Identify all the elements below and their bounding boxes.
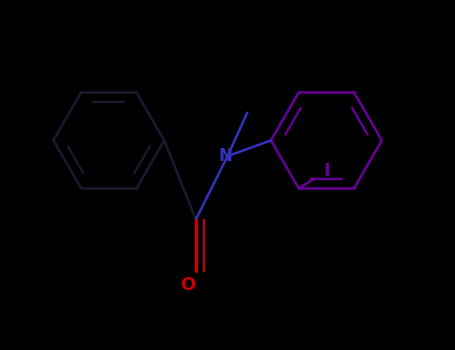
Text: O: O — [180, 276, 196, 294]
Text: I: I — [323, 162, 330, 180]
Text: N: N — [218, 147, 233, 165]
